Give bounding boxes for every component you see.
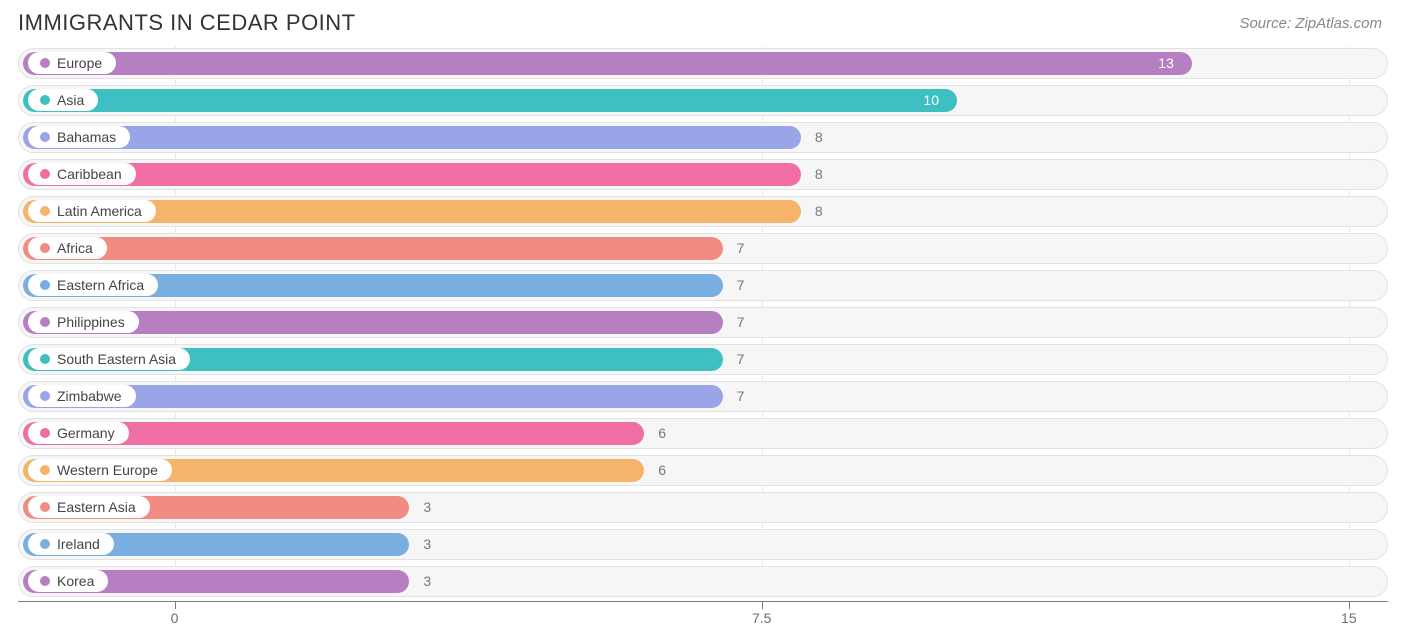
bar-category-label: Korea — [57, 572, 94, 590]
bar-category-pill: Zimbabwe — [28, 385, 136, 407]
bar-value-label: 8 — [815, 129, 823, 145]
bar-category-pill: Germany — [28, 422, 129, 444]
bar-category-label: Eastern Asia — [57, 498, 136, 516]
bar-value-label: 6 — [658, 425, 666, 441]
series-color-dot — [40, 465, 50, 475]
bar-value-label: 8 — [815, 203, 823, 219]
bar-row: Caribbean 8 — [18, 157, 1388, 192]
bar-value-label: 6 — [658, 462, 666, 478]
axis-tick — [1349, 602, 1350, 609]
bar-value-label: 7 — [737, 314, 745, 330]
bar-value-label: 7 — [737, 277, 745, 293]
bar-value-label: 3 — [423, 536, 431, 552]
series-color-dot — [40, 539, 50, 549]
bar-row: Africa 7 — [18, 231, 1388, 266]
chart-source: Source: ZipAtlas.com — [1239, 15, 1382, 32]
bar-category-pill: Europe — [28, 52, 116, 74]
bar-row: Eastern Asia 3 — [18, 490, 1388, 525]
series-color-dot — [40, 502, 50, 512]
bar-value-label: 10 — [923, 92, 939, 108]
chart-title: IMMIGRANTS IN CEDAR POINT — [18, 10, 356, 36]
bar-value-label: 3 — [423, 499, 431, 515]
bar-fill — [23, 89, 957, 112]
bar-category-pill: Philippines — [28, 311, 139, 333]
bar-row: Ireland 3 — [18, 527, 1388, 562]
bar-category-label: Latin America — [57, 202, 142, 220]
series-color-dot — [40, 132, 50, 142]
series-color-dot — [40, 95, 50, 105]
bar-category-label: Philippines — [57, 313, 125, 331]
bar-category-label: South Eastern Asia — [57, 350, 176, 368]
axis-tick — [762, 602, 763, 609]
bar-category-label: Zimbabwe — [57, 387, 122, 405]
series-color-dot — [40, 206, 50, 216]
series-color-dot — [40, 280, 50, 290]
bar-row: Western Europe 6 — [18, 453, 1388, 488]
bar-category-pill: Bahamas — [28, 126, 130, 148]
series-color-dot — [40, 576, 50, 586]
axis-tick-label: 15 — [1341, 610, 1357, 626]
chart-header: IMMIGRANTS IN CEDAR POINT Source: ZipAtl… — [0, 0, 1406, 42]
bar-category-label: Ireland — [57, 535, 100, 553]
bar-fill — [23, 126, 801, 149]
bar-value-label: 7 — [737, 351, 745, 367]
bars-container: Europe13Asia10Bahamas8Caribbean8Latin Am… — [18, 46, 1388, 599]
bar-category-pill: Asia — [28, 89, 98, 111]
bar-value-label: 7 — [737, 388, 745, 404]
bar-fill — [23, 52, 1192, 75]
bar-category-label: Asia — [57, 91, 84, 109]
bar-category-pill: Western Europe — [28, 459, 172, 481]
bar-fill — [23, 163, 801, 186]
bar-value-label: 13 — [1158, 55, 1174, 71]
bar-category-label: Europe — [57, 54, 102, 72]
bar-row: Germany 6 — [18, 416, 1388, 451]
series-color-dot — [40, 169, 50, 179]
axis-tick-label: 7.5 — [752, 610, 771, 626]
bar-category-pill: Eastern Asia — [28, 496, 150, 518]
bar-category-pill: Latin America — [28, 200, 156, 222]
bar-value-label: 8 — [815, 166, 823, 182]
bar-fill — [23, 237, 723, 260]
axis-tick-label: 0 — [171, 610, 179, 626]
bar-row: Philippines 7 — [18, 305, 1388, 340]
bar-category-pill: Africa — [28, 237, 107, 259]
x-axis: 0 7.5 15 — [18, 601, 1388, 627]
series-color-dot — [40, 391, 50, 401]
bar-row: Bahamas 8 — [18, 120, 1388, 155]
bar-row: Europe 13 — [18, 46, 1388, 81]
series-color-dot — [40, 243, 50, 253]
chart-area: Europe13Asia10Bahamas8Caribbean8Latin Am… — [0, 42, 1406, 627]
series-color-dot — [40, 58, 50, 68]
bar-category-label: Bahamas — [57, 128, 116, 146]
bar-category-label: Africa — [57, 239, 93, 257]
bar-category-pill: South Eastern Asia — [28, 348, 190, 370]
bar-value-label: 7 — [737, 240, 745, 256]
bar-value-label: 3 — [423, 573, 431, 589]
series-color-dot — [40, 354, 50, 364]
bar-row: Zimbabwe 7 — [18, 379, 1388, 414]
bar-category-label: Caribbean — [57, 165, 122, 183]
bar-category-pill: Caribbean — [28, 163, 136, 185]
series-color-dot — [40, 428, 50, 438]
series-color-dot — [40, 317, 50, 327]
bar-row: Latin America 8 — [18, 194, 1388, 229]
bar-row: South Eastern Asia 7 — [18, 342, 1388, 377]
bar-category-label: Eastern Africa — [57, 276, 144, 294]
bar-category-label: Western Europe — [57, 461, 158, 479]
bar-row: Asia 10 — [18, 83, 1388, 118]
bar-category-pill: Eastern Africa — [28, 274, 158, 296]
bar-category-pill: Korea — [28, 570, 108, 592]
bar-row: Eastern Africa 7 — [18, 268, 1388, 303]
bar-row: Korea 3 — [18, 564, 1388, 599]
bar-category-pill: Ireland — [28, 533, 114, 555]
bar-category-label: Germany — [57, 424, 115, 442]
axis-tick — [175, 602, 176, 609]
